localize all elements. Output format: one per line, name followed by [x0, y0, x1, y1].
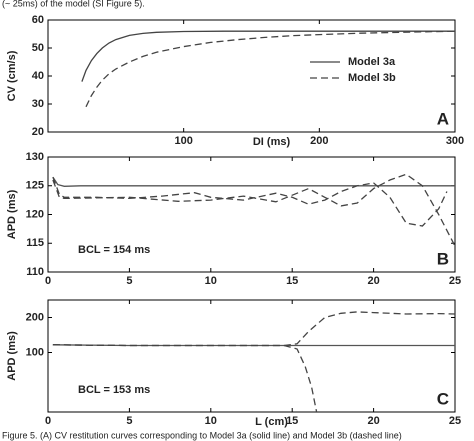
x-tick-label: 25 [449, 415, 461, 427]
x-tick-label: 300 [446, 135, 464, 147]
series-line [81, 30, 455, 82]
y-tick-label: 60 [32, 14, 44, 26]
x-tick-label: 5 [126, 275, 132, 287]
y-tick-label: 120 [26, 208, 44, 220]
x-tick-label: 15 [286, 415, 298, 427]
y-tick-label: 130 [26, 151, 44, 163]
caption-bottom: Figure 5. (A) CV restitution curves corr… [2, 430, 402, 440]
series-line [52, 173, 455, 247]
annotation: BCL = 153 ms [78, 384, 150, 396]
x-tick-label: 15 [286, 275, 298, 287]
x-tick-label: 5 [126, 415, 132, 427]
y-tick-label: 125 [26, 180, 44, 192]
x-axis-label: DI (ms) [253, 136, 291, 148]
x-tick-label: 10 [205, 275, 217, 287]
series-line [52, 344, 318, 412]
x-tick-label: 20 [367, 415, 379, 427]
x-tick-label: 25 [449, 275, 461, 287]
y-tick-label: 115 [26, 237, 44, 249]
y-axis-label: APD (ms) [6, 189, 18, 239]
annotation: BCL = 154 ms [78, 244, 150, 256]
series-line [52, 311, 455, 347]
y-tick-label: 110 [26, 266, 44, 278]
plot-frame [47, 299, 456, 413]
y-tick-label: 20 [32, 126, 44, 138]
panel-letter: C [437, 389, 449, 408]
x-tick-label: 20 [367, 275, 379, 287]
x-tick-label: 0 [45, 415, 51, 427]
y-tick-label: 40 [32, 70, 44, 82]
series-line [52, 176, 455, 187]
y-tick-label: 30 [32, 98, 44, 110]
panel-letter: B [437, 249, 449, 268]
x-tick-label: 200 [310, 135, 328, 147]
series-line [85, 30, 455, 108]
y-tick-label: 50 [32, 42, 44, 54]
series-line [52, 176, 448, 227]
y-tick-label: 100 [26, 346, 44, 358]
y-axis-label: CV (cm/s) [6, 50, 18, 101]
panel-letter: A [437, 109, 449, 128]
legend-label: Model 3b [348, 72, 396, 84]
x-tick-label: 100 [174, 135, 192, 147]
caption-top: (~ 25ms) of the model (SI Figure 5). [2, 0, 145, 8]
y-tick-label: 200 [26, 311, 44, 323]
x-tick-label: 10 [205, 415, 217, 427]
x-axis-label: L (cm) [255, 416, 288, 428]
legend-label: Model 3a [348, 56, 396, 68]
y-axis-label: APD (ms) [6, 331, 18, 381]
x-tick-label: 0 [45, 275, 51, 287]
